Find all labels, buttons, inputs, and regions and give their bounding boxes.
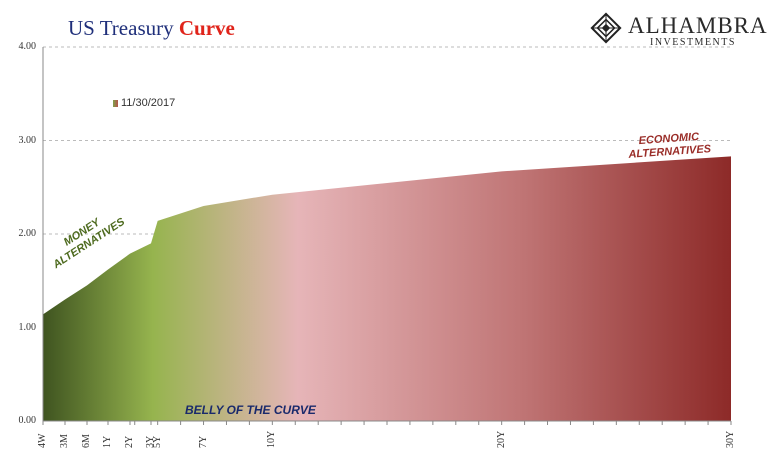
alhambra-logo: ALHAMBRA INVESTMENTS: [588, 10, 767, 50]
chart-title: US Treasury Curve: [68, 16, 235, 41]
x-tick-label: 1Y: [102, 435, 113, 448]
logo-name: ALHAMBRA: [628, 13, 768, 38]
legend-label: 11/30/2017: [121, 97, 176, 109]
title-part-1: US Treasury: [68, 16, 174, 40]
x-tick-label: 5Y: [151, 435, 163, 448]
x-tick-label: 30Y: [725, 430, 736, 448]
x-tick-label: 4W: [37, 433, 48, 448]
diamond-lattice-icon: [590, 12, 622, 44]
y-tick-label: 0.00: [18, 415, 37, 426]
x-tick-label: 2Y: [124, 435, 135, 448]
y-tick-label: 4.00: [18, 41, 37, 52]
y-tick-label: 1.00: [18, 321, 37, 333]
legend-swatch: [113, 99, 118, 107]
x-tick-label: 20Y: [495, 430, 507, 448]
legend: 11/30/2017: [113, 97, 175, 109]
x-tick-label: 10Y: [266, 430, 278, 448]
x-tick-marks: [42, 421, 732, 425]
x-tick-label: 6M: [81, 434, 92, 448]
x-tick-label: 7Y: [197, 435, 209, 448]
y-tick-label: 2.00: [18, 228, 37, 239]
title-part-2: Curve: [178, 16, 235, 40]
y-tick-label: 3.00: [18, 134, 37, 146]
logo-subtitle: INVESTMENTS: [650, 37, 736, 48]
yield-curve-area: [43, 156, 731, 421]
belly-of-curve-label: BELLY OF THE CURVE: [185, 403, 316, 417]
x-tick-label: 3M: [59, 434, 70, 448]
